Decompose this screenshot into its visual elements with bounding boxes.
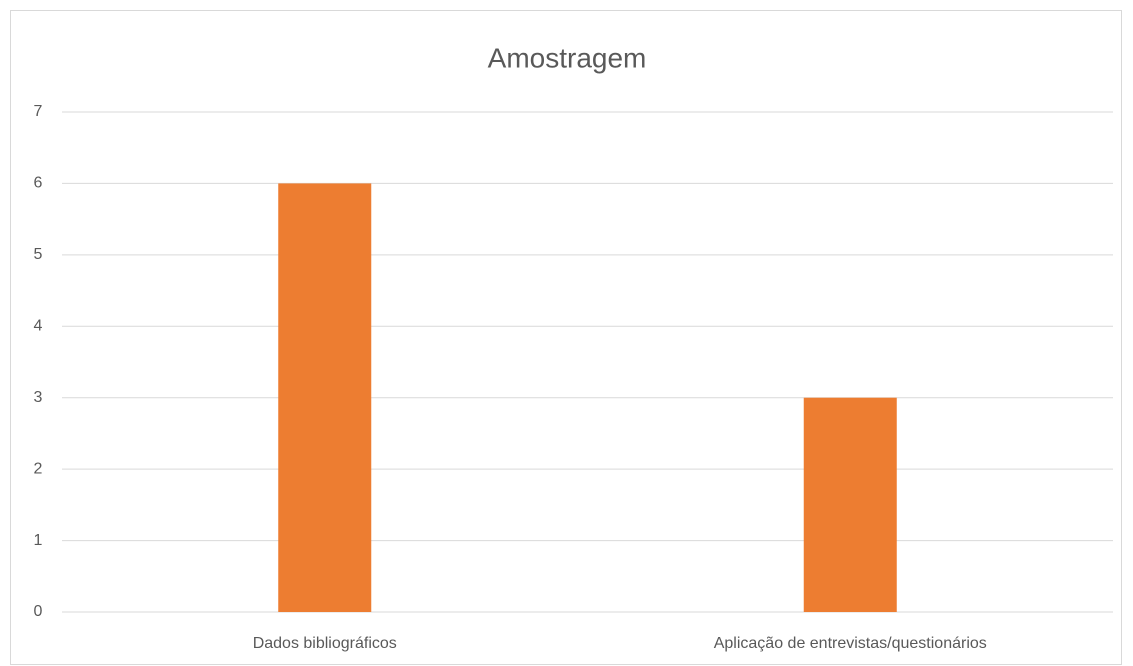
bar: [278, 183, 372, 612]
chart-border: [10, 10, 1122, 665]
y-tick-label: 6: [34, 175, 43, 192]
y-tick-label: 0: [34, 603, 43, 620]
x-tick-label: Dados bibliográficos: [253, 635, 397, 652]
y-tick-label: 2: [34, 460, 43, 477]
y-tick-label: 5: [34, 246, 43, 263]
y-tick-label: 7: [34, 103, 43, 120]
chart-title: Amostragem: [488, 42, 647, 73]
y-tick-label: 3: [34, 389, 43, 406]
x-tick-label: Aplicação de entrevistas/questionários: [714, 635, 987, 652]
y-tick-label: 1: [34, 532, 43, 549]
bar: [803, 397, 897, 612]
y-tick-label: 4: [34, 318, 43, 335]
